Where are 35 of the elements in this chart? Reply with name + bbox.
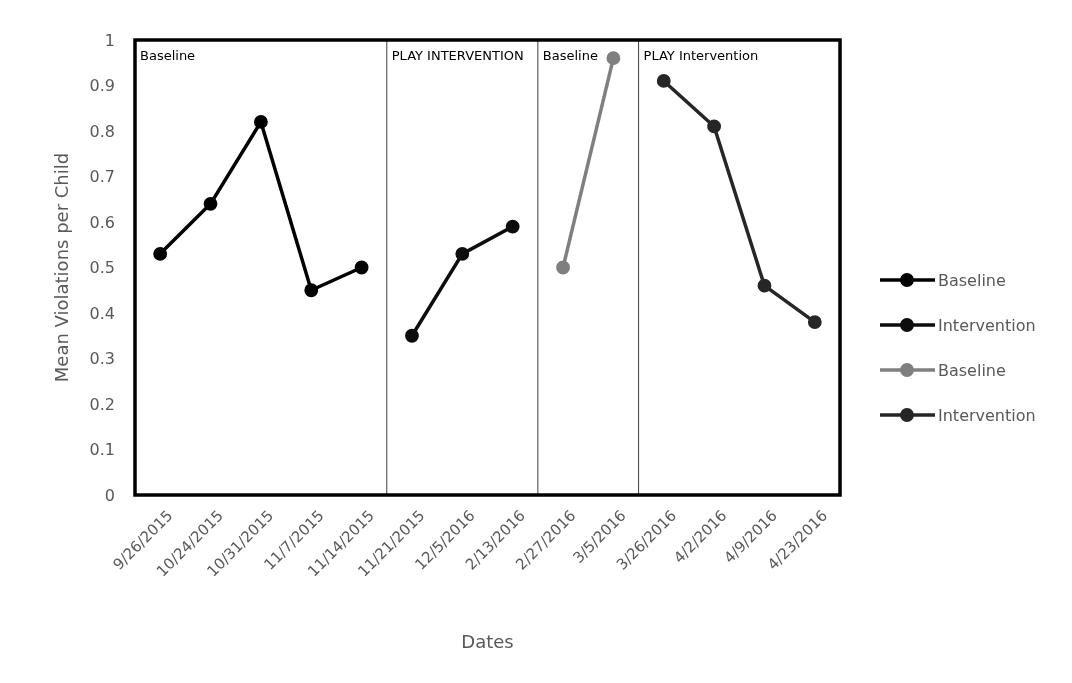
annotation: Baseline <box>542 48 598 63</box>
legend-label: Intervention <box>938 315 1036 335</box>
y-tick-label: 0.9 <box>89 76 115 96</box>
y-tick-label: 0.1 <box>89 440 115 460</box>
point <box>304 283 319 298</box>
point <box>354 260 369 275</box>
y-tick-label: 0.2 <box>89 394 115 414</box>
y-tick-label: 0.6 <box>89 212 115 232</box>
point <box>757 278 772 293</box>
point <box>505 219 520 234</box>
y-tick-label: 1 <box>104 30 115 50</box>
y-tick-label: 0.4 <box>89 303 115 323</box>
y-axis-title: Mean Violations per Child <box>51 152 72 383</box>
point <box>707 119 722 134</box>
point <box>556 260 570 275</box>
point <box>455 246 470 261</box>
point <box>405 328 419 343</box>
y-tick-label: 0.5 <box>89 258 115 278</box>
legend-label: Baseline <box>938 360 1006 380</box>
legend-label: Baseline <box>938 270 1006 290</box>
legend-label: Intervention <box>938 405 1036 425</box>
y-tick-label: 0.8 <box>89 121 115 141</box>
point <box>203 196 218 211</box>
annotation: PLAY Intervention <box>643 48 759 63</box>
y-tick-label: 0.7 <box>89 167 115 187</box>
annotation: PLAY INTERVENTION <box>391 48 524 63</box>
x-axis-title: Dates <box>461 631 514 652</box>
y-tick-label: 0 <box>104 485 115 505</box>
point <box>153 246 168 261</box>
annotation: Baseline <box>140 48 196 63</box>
point <box>606 51 621 66</box>
point <box>253 115 268 129</box>
point <box>807 315 822 329</box>
y-tick-label: 0.3 <box>89 349 115 369</box>
point <box>656 74 671 88</box>
